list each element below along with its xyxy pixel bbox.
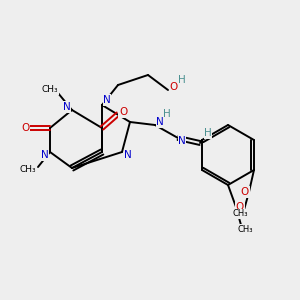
Text: CH₃: CH₃ [232, 209, 248, 218]
Text: N: N [124, 150, 132, 160]
Text: O: O [21, 123, 29, 133]
Text: O: O [241, 187, 249, 197]
Text: H: H [178, 75, 186, 85]
Text: N: N [41, 150, 49, 160]
Text: N: N [156, 117, 164, 127]
Text: O: O [170, 82, 178, 92]
Text: N: N [63, 102, 71, 112]
Text: O: O [236, 202, 244, 212]
Text: CH₃: CH₃ [42, 85, 58, 94]
Text: N: N [178, 136, 186, 146]
Text: H: H [204, 128, 212, 138]
Text: CH₃: CH₃ [20, 164, 36, 173]
Text: H: H [163, 109, 171, 119]
Text: N: N [103, 95, 111, 105]
Text: O: O [119, 107, 127, 117]
Text: CH₃: CH₃ [237, 224, 253, 233]
